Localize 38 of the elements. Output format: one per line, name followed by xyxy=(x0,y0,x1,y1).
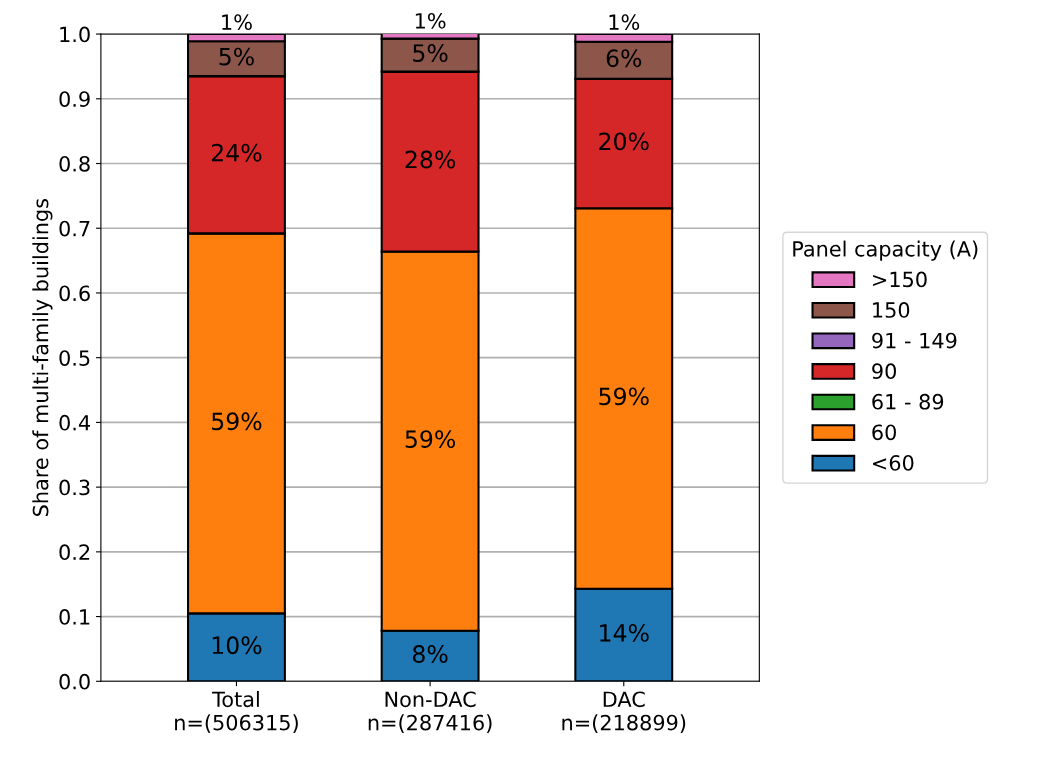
x-tick-label: DAC n=(218899) xyxy=(562,691,686,733)
y-tick-label: 0.1 xyxy=(59,609,90,625)
y-axis-title: Share of multi-family buildings xyxy=(32,198,53,517)
y-tick-label: 1.0 xyxy=(60,26,90,43)
legend-label: 150 xyxy=(873,302,910,318)
legend-title: Panel capacity (A) xyxy=(793,240,978,261)
data-label: 1% xyxy=(415,12,446,29)
data-label: 5% xyxy=(413,44,448,62)
data-label: 24% xyxy=(211,143,262,162)
x-tick-label: Total n=(506315) xyxy=(175,691,298,733)
legend-label: >150 xyxy=(873,271,927,288)
data-label: 28% xyxy=(405,150,456,169)
data-label: 14% xyxy=(600,624,649,642)
data-label: 20% xyxy=(599,132,649,151)
y-tick-label: 0.9 xyxy=(59,91,90,107)
y-tick-label: 0.3 xyxy=(59,479,90,496)
y-tick-label: 0.7 xyxy=(59,220,90,237)
y-tick-label: 0.5 xyxy=(59,350,90,366)
data-label: 6% xyxy=(606,49,642,68)
y-tick-label: 0.2 xyxy=(59,544,90,561)
data-label: 59% xyxy=(405,430,456,449)
y-tick-label: 0.4 xyxy=(59,414,90,431)
y-tick-label: 0.8 xyxy=(59,155,90,172)
data-label: 1% xyxy=(609,14,640,31)
legend-label: 91 - 149 xyxy=(872,332,957,349)
data-label: 59% xyxy=(212,412,262,431)
legend-label: 60 xyxy=(872,424,896,441)
legend-label: <60 xyxy=(873,455,914,471)
data-label: 59% xyxy=(599,387,649,406)
legend-label: 61 - 89 xyxy=(872,393,944,410)
data-label: 1% xyxy=(222,14,252,31)
y-tick-label: 0.0 xyxy=(59,673,90,690)
x-tick-label: Non-DAC n=(287416) xyxy=(368,691,492,733)
data-label: 5% xyxy=(219,47,254,66)
y-tick-label: 0.6 xyxy=(59,285,90,302)
data-label: 10% xyxy=(212,636,262,655)
data-label: 8% xyxy=(412,645,448,663)
legend-label: 90 xyxy=(872,363,896,380)
